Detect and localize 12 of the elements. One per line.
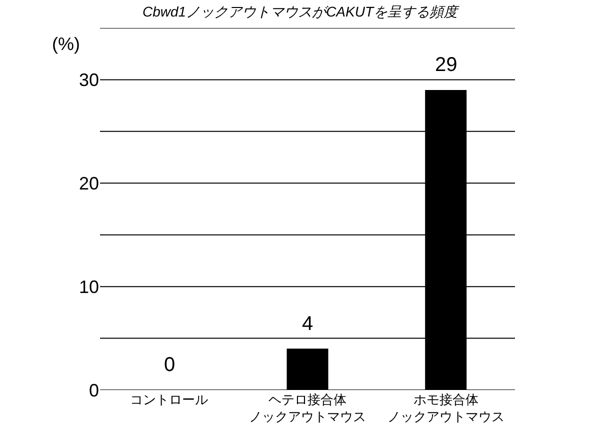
x-tick-label: ヘテロ接合体ノックアウトマウス: [249, 392, 366, 424]
y-tick-label: 0: [88, 380, 99, 400]
x-tick-label: ホモ接合体ノックアウトマウス: [387, 392, 504, 424]
y-tick-label: 20: [78, 173, 99, 194]
y-axis-title: (%): [52, 34, 80, 54]
y-tick-label: 10: [78, 276, 99, 297]
chart-title: Cbwd1ノックアウトマウスがCAKUTを呈する頻度: [142, 4, 460, 20]
data-label: 0: [164, 354, 176, 376]
x-tick-label: コントロール: [130, 392, 208, 407]
data-label: 4: [302, 313, 314, 335]
data-label: 29: [435, 54, 458, 76]
y-tick-label: 30: [78, 70, 99, 90]
